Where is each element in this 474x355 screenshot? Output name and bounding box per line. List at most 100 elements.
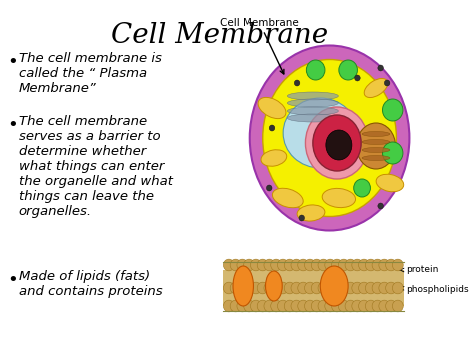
- Text: •: •: [8, 116, 18, 134]
- Ellipse shape: [386, 259, 396, 271]
- Ellipse shape: [359, 300, 369, 312]
- Ellipse shape: [230, 259, 241, 271]
- Ellipse shape: [362, 147, 390, 153]
- Ellipse shape: [338, 259, 349, 271]
- Ellipse shape: [257, 259, 268, 271]
- Ellipse shape: [237, 282, 248, 294]
- Ellipse shape: [338, 282, 349, 294]
- Ellipse shape: [359, 282, 369, 294]
- Text: •: •: [8, 53, 18, 71]
- Ellipse shape: [223, 300, 234, 312]
- Ellipse shape: [379, 282, 390, 294]
- Ellipse shape: [365, 300, 376, 312]
- Ellipse shape: [298, 259, 309, 271]
- Ellipse shape: [383, 142, 403, 164]
- Ellipse shape: [250, 300, 261, 312]
- Ellipse shape: [257, 282, 268, 294]
- Ellipse shape: [237, 259, 248, 271]
- Ellipse shape: [345, 282, 356, 294]
- Ellipse shape: [331, 259, 342, 271]
- Ellipse shape: [311, 259, 322, 271]
- Ellipse shape: [313, 115, 361, 171]
- Ellipse shape: [384, 80, 390, 86]
- Text: Made of lipids (fats)
and contains proteins: Made of lipids (fats) and contains prote…: [18, 270, 162, 298]
- Ellipse shape: [354, 179, 370, 197]
- Ellipse shape: [277, 259, 288, 271]
- Ellipse shape: [269, 125, 275, 131]
- Ellipse shape: [271, 259, 282, 271]
- Ellipse shape: [331, 282, 342, 294]
- Ellipse shape: [378, 65, 383, 71]
- Ellipse shape: [320, 266, 348, 306]
- Ellipse shape: [311, 282, 322, 294]
- Ellipse shape: [287, 99, 338, 107]
- Ellipse shape: [258, 97, 286, 119]
- Ellipse shape: [392, 259, 403, 271]
- Ellipse shape: [230, 282, 241, 294]
- Text: phospholipids: phospholipids: [400, 285, 468, 295]
- Ellipse shape: [355, 75, 360, 81]
- Ellipse shape: [362, 131, 390, 137]
- Ellipse shape: [306, 60, 325, 80]
- Ellipse shape: [379, 259, 390, 271]
- Ellipse shape: [244, 282, 255, 294]
- Ellipse shape: [392, 282, 403, 294]
- Ellipse shape: [356, 123, 395, 169]
- Ellipse shape: [383, 99, 403, 121]
- Ellipse shape: [304, 259, 315, 271]
- Ellipse shape: [277, 282, 288, 294]
- Ellipse shape: [339, 60, 357, 80]
- Ellipse shape: [266, 185, 272, 191]
- Ellipse shape: [345, 300, 356, 312]
- Ellipse shape: [364, 78, 388, 98]
- Bar: [223, 270, 404, 288]
- Text: The cell membrane is
called the “ Plasma
Membrane”: The cell membrane is called the “ Plasma…: [18, 52, 162, 95]
- Ellipse shape: [291, 259, 302, 271]
- Ellipse shape: [365, 282, 376, 294]
- Ellipse shape: [352, 282, 363, 294]
- Ellipse shape: [250, 45, 410, 230]
- Ellipse shape: [264, 259, 275, 271]
- Ellipse shape: [291, 300, 302, 312]
- Ellipse shape: [352, 259, 363, 271]
- Ellipse shape: [372, 259, 383, 271]
- Ellipse shape: [299, 215, 304, 221]
- Ellipse shape: [352, 300, 363, 312]
- Ellipse shape: [304, 282, 315, 294]
- Ellipse shape: [392, 300, 403, 312]
- Text: The cell membrane
serves as a barrier to
determine whether
what things can enter: The cell membrane serves as a barrier to…: [18, 115, 173, 218]
- Ellipse shape: [284, 259, 295, 271]
- Ellipse shape: [223, 259, 234, 271]
- Ellipse shape: [372, 282, 383, 294]
- Ellipse shape: [359, 259, 369, 271]
- Ellipse shape: [338, 300, 349, 312]
- Ellipse shape: [250, 282, 261, 294]
- Ellipse shape: [305, 107, 369, 179]
- Ellipse shape: [223, 282, 234, 294]
- Ellipse shape: [298, 300, 309, 312]
- Ellipse shape: [237, 300, 248, 312]
- Ellipse shape: [386, 282, 396, 294]
- Ellipse shape: [263, 60, 396, 217]
- Ellipse shape: [273, 188, 303, 208]
- Ellipse shape: [325, 259, 336, 271]
- Ellipse shape: [378, 203, 383, 209]
- Ellipse shape: [277, 300, 288, 312]
- Ellipse shape: [271, 282, 282, 294]
- Ellipse shape: [294, 80, 300, 86]
- Ellipse shape: [257, 300, 268, 312]
- Ellipse shape: [362, 155, 390, 160]
- Ellipse shape: [345, 259, 356, 271]
- Ellipse shape: [264, 300, 275, 312]
- Ellipse shape: [331, 300, 342, 312]
- Ellipse shape: [291, 282, 302, 294]
- Text: protein: protein: [400, 266, 438, 274]
- Ellipse shape: [372, 300, 383, 312]
- Ellipse shape: [271, 300, 282, 312]
- Bar: [223, 288, 404, 306]
- Ellipse shape: [318, 259, 329, 271]
- Ellipse shape: [325, 300, 336, 312]
- Ellipse shape: [287, 114, 338, 122]
- Ellipse shape: [297, 205, 325, 221]
- Text: •: •: [8, 271, 18, 289]
